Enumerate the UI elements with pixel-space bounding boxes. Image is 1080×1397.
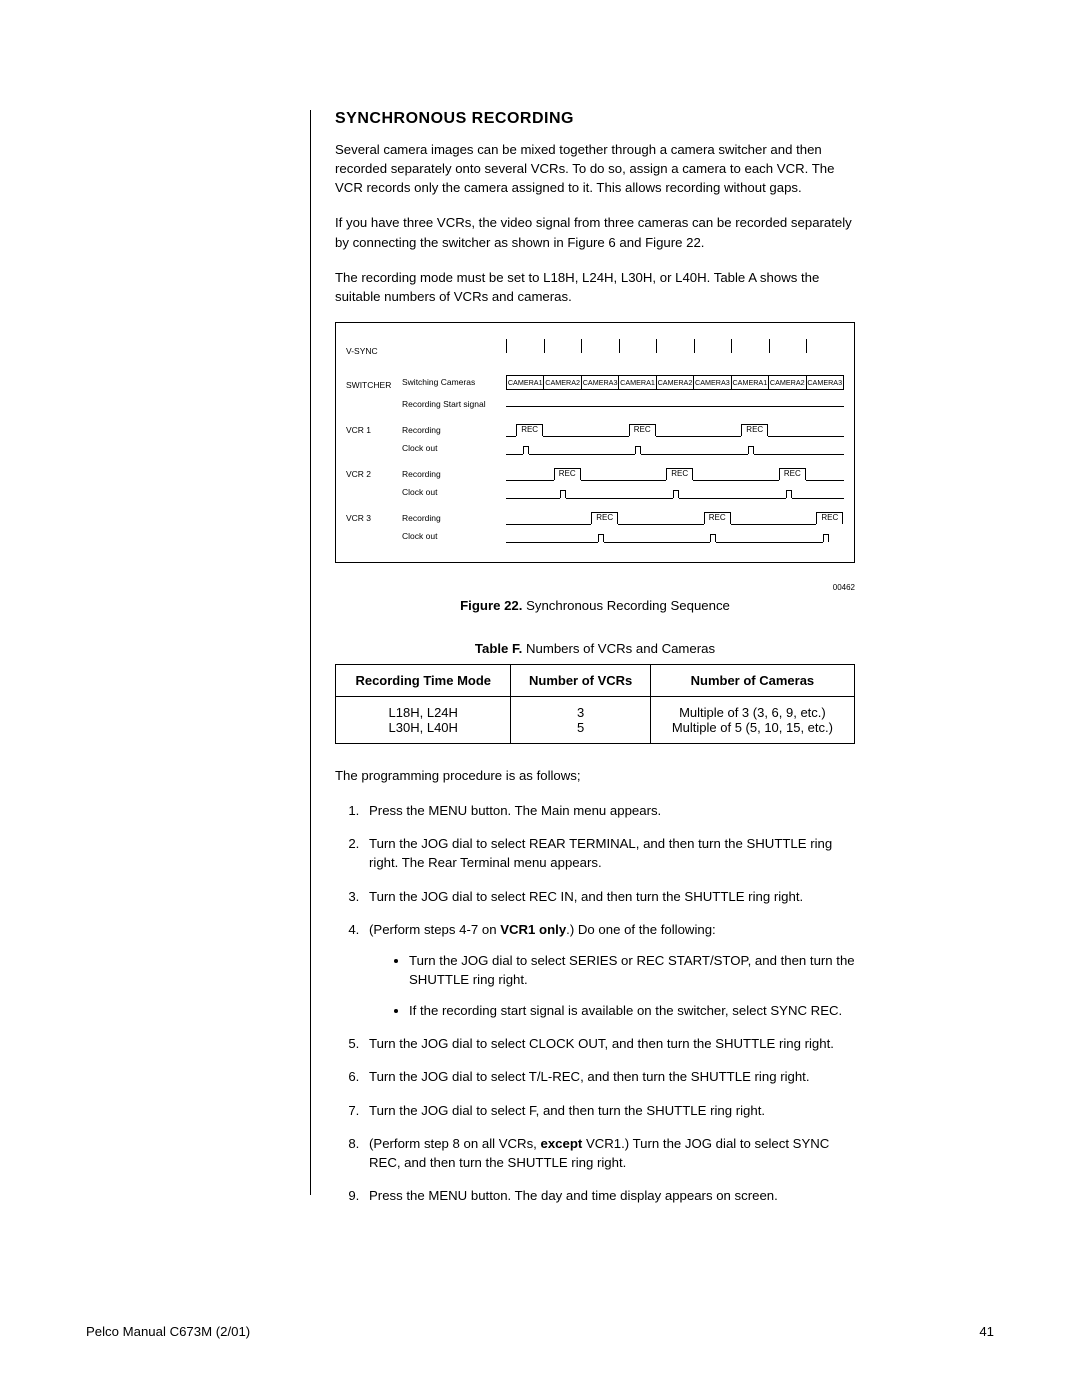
- step-8: (Perform step 8 on all VCRs, except VCR1…: [363, 1134, 855, 1172]
- paragraph-2: If you have three VCRs, the video signal…: [335, 213, 855, 251]
- paragraph-1: Several camera images can be mixed toget…: [335, 140, 855, 197]
- step-2: Turn the JOG dial to select REAR TERMINA…: [363, 834, 855, 872]
- footer-left: Pelco Manual C673M (2/01): [86, 1324, 250, 1339]
- procedure-steps: Press the MENU button. The Main menu app…: [335, 801, 855, 1205]
- td: 3 5: [511, 696, 650, 743]
- step-8-bold: except: [541, 1136, 583, 1151]
- label-clockout: Clock out: [402, 487, 506, 497]
- vcr3-rec: REC REC REC: [506, 510, 844, 526]
- td: Multiple of 3 (3, 6, 9, etc.) Multiple o…: [650, 696, 854, 743]
- main-content: SYNCHRONOUS RECORDING Several camera ima…: [335, 110, 855, 1219]
- rec-label: REC: [596, 513, 613, 522]
- table-header-row: Recording Time Mode Number of VCRs Numbe…: [336, 664, 855, 696]
- rec-label: REC: [671, 469, 688, 478]
- step-9: Press the MENU button. The day and time …: [363, 1186, 855, 1205]
- paragraph-3: The recording mode must be set to L18H, …: [335, 268, 855, 306]
- table-f: Recording Time Mode Number of VCRs Numbe…: [335, 664, 855, 744]
- step-4-c: .) Do one of the following:: [566, 922, 716, 937]
- paragraph-4: The programming procedure is as follows;: [335, 766, 855, 785]
- vcr3-clk: [506, 528, 844, 544]
- cell-line: Multiple of 5 (5, 10, 15, etc.): [661, 720, 844, 735]
- rec-label: REC: [709, 513, 726, 522]
- cell-line: L18H, L24H: [346, 705, 500, 720]
- step-4-bullet-2: If the recording start signal is availab…: [409, 1001, 855, 1020]
- figure-id: 00462: [335, 583, 855, 592]
- td: L18H, L24H L30H, L40H: [336, 696, 511, 743]
- step-4-bold: VCR1 only: [500, 922, 566, 937]
- label-recording: Recording: [402, 469, 506, 479]
- rec-label: REC: [784, 469, 801, 478]
- rec-start-signal: [506, 396, 844, 412]
- cam-cell: CAMERA2: [544, 375, 581, 390]
- table-title: Table F. Numbers of VCRs and Cameras: [335, 641, 855, 656]
- th-cameras: Number of Cameras: [650, 664, 854, 696]
- rec-label: REC: [821, 513, 838, 522]
- figure-caption-label: Figure 22.: [460, 598, 522, 613]
- label-rec-start: Recording Start signal: [402, 399, 506, 409]
- cam-cell: CAMERA3: [582, 375, 619, 390]
- step-4-bullet-1: Turn the JOG dial to select SERIES or RE…: [409, 951, 855, 989]
- vcr2-rec: REC REC REC: [506, 466, 844, 482]
- cam-cell: CAMERA2: [769, 375, 806, 390]
- cam-cell: CAMERA3: [694, 375, 731, 390]
- rec-label: REC: [746, 425, 763, 434]
- rec-label: REC: [559, 469, 576, 478]
- label-recording: Recording: [402, 425, 506, 435]
- label-vsync: V-SYNC: [346, 346, 402, 356]
- label-vcr1: VCR 1: [346, 425, 402, 435]
- rec-label: REC: [521, 425, 538, 434]
- cell-line: L30H, L40H: [346, 720, 500, 735]
- vcr2-clk: [506, 484, 844, 500]
- table-title-text: Numbers of VCRs and Cameras: [522, 641, 715, 656]
- label-clockout: Clock out: [402, 531, 506, 541]
- cell-line: 3: [521, 705, 639, 720]
- vsync-signal: [506, 337, 844, 365]
- label-clockout: Clock out: [402, 443, 506, 453]
- cam-cell: CAMERA2: [657, 375, 694, 390]
- figure-caption: Figure 22. Synchronous Recording Sequenc…: [335, 598, 855, 613]
- cell-line: 5: [521, 720, 639, 735]
- step-4: (Perform steps 4-7 on VCR1 only.) Do one…: [363, 920, 855, 1021]
- step-7: Turn the JOG dial to select F, and then …: [363, 1101, 855, 1120]
- cam-cell: CAMERA1: [732, 375, 769, 390]
- section-title: SYNCHRONOUS RECORDING: [335, 110, 855, 128]
- step-4-a: (Perform steps 4-7 on: [369, 922, 500, 937]
- label-vcr2: VCR 2: [346, 469, 402, 479]
- cam-cell: CAMERA1: [506, 375, 544, 390]
- rec-label: REC: [634, 425, 651, 434]
- th-mode: Recording Time Mode: [336, 664, 511, 696]
- th-vcrs: Number of VCRs: [511, 664, 650, 696]
- step-4-bullets: Turn the JOG dial to select SERIES or RE…: [369, 951, 855, 1020]
- step-8-a: (Perform step 8 on all VCRs,: [369, 1136, 541, 1151]
- step-3: Turn the JOG dial to select REC IN, and …: [363, 887, 855, 906]
- label-recording: Recording: [402, 513, 506, 523]
- vcr1-clk: [506, 440, 844, 456]
- vcr1-rec: REC REC REC: [506, 422, 844, 438]
- figure-22: V-SYNC SWITCHER Switching Cameras CAMERA…: [335, 322, 855, 563]
- label-switching-cameras: Switching Cameras: [402, 377, 506, 387]
- table-title-label: Table F.: [475, 641, 522, 656]
- label-vcr3: VCR 3: [346, 513, 402, 523]
- figure-caption-text: Synchronous Recording Sequence: [522, 598, 729, 613]
- step-1: Press the MENU button. The Main menu app…: [363, 801, 855, 820]
- content-divider: [310, 110, 311, 1195]
- page-footer: Pelco Manual C673M (2/01) 41: [86, 1324, 994, 1339]
- cam-cell: CAMERA3: [807, 375, 844, 390]
- camera-header-row: CAMERA1 CAMERA2 CAMERA3 CAMERA1 CAMERA2 …: [506, 375, 844, 390]
- table-row: L18H, L24H L30H, L40H 3 5 Multiple of 3 …: [336, 696, 855, 743]
- cell-line: Multiple of 3 (3, 6, 9, etc.): [661, 705, 844, 720]
- label-switcher: SWITCHER: [346, 380, 402, 390]
- step-5: Turn the JOG dial to select CLOCK OUT, a…: [363, 1034, 855, 1053]
- cam-cell: CAMERA1: [619, 375, 656, 390]
- footer-right: 41: [979, 1324, 994, 1339]
- step-6: Turn the JOG dial to select T/L-REC, and…: [363, 1067, 855, 1086]
